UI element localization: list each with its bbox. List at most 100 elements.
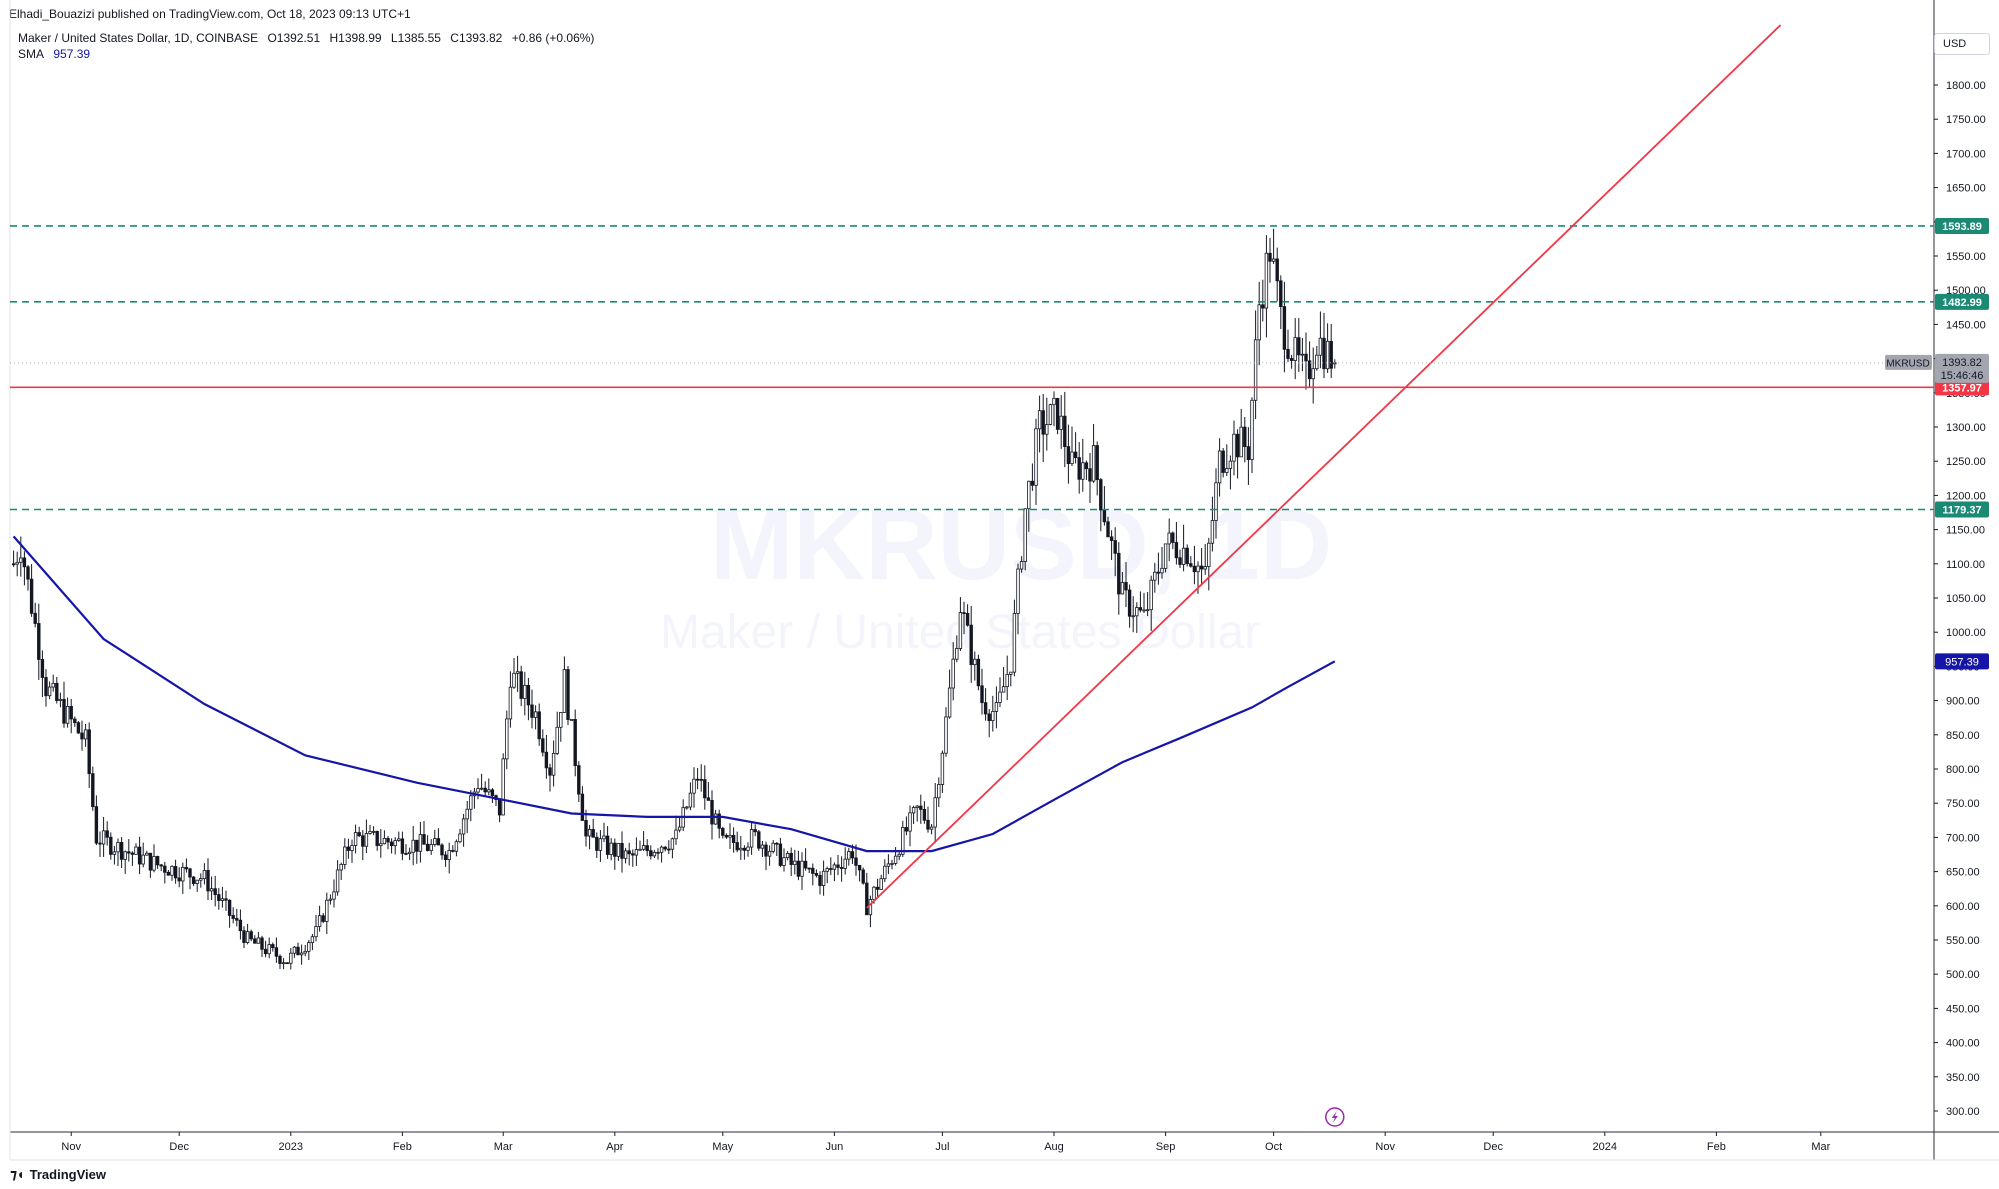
candle-up bbox=[947, 687, 952, 718]
candle-down bbox=[717, 813, 721, 829]
candle-down bbox=[206, 870, 210, 892]
candle-up bbox=[407, 851, 412, 855]
candle-up bbox=[454, 841, 459, 852]
candle-up bbox=[209, 888, 214, 892]
candle-down bbox=[55, 682, 59, 701]
sma-legend[interactable]: SMA 957.39 bbox=[18, 47, 96, 61]
y-tick-label: 800.00 bbox=[1946, 764, 1980, 776]
candle-down bbox=[155, 856, 160, 866]
candle-down bbox=[1174, 542, 1179, 559]
candle-up bbox=[515, 671, 520, 674]
candle-down bbox=[541, 738, 545, 753]
candle-down bbox=[631, 853, 635, 856]
candle-down bbox=[1246, 446, 1251, 460]
candle-down bbox=[37, 623, 41, 660]
candle-up bbox=[1163, 543, 1168, 569]
candle-up bbox=[487, 789, 491, 793]
candle-down bbox=[497, 799, 502, 816]
candle-down bbox=[695, 778, 700, 781]
x-tick-label: Jun bbox=[826, 1141, 844, 1153]
y-tick-label: 1550.00 bbox=[1946, 251, 1986, 263]
candle-up bbox=[116, 841, 120, 853]
candle-down bbox=[1106, 521, 1110, 538]
candle-up bbox=[1181, 547, 1186, 565]
candle-up bbox=[1001, 686, 1006, 693]
candle-down bbox=[548, 767, 552, 776]
candle-up bbox=[609, 842, 613, 855]
candle-up bbox=[897, 853, 901, 857]
candle-up bbox=[1091, 445, 1096, 482]
candle-up bbox=[825, 868, 829, 872]
candle-down bbox=[263, 948, 268, 955]
candle-down bbox=[1117, 552, 1121, 595]
candle-down bbox=[321, 915, 325, 922]
candle-down bbox=[1055, 397, 1060, 430]
candle-up bbox=[767, 850, 772, 857]
candle-down bbox=[1289, 358, 1294, 361]
candle-up bbox=[1120, 582, 1125, 595]
candle-down bbox=[400, 838, 405, 854]
sma-tag bbox=[1935, 653, 1989, 670]
candle-up bbox=[944, 716, 948, 754]
event-lightning-icon[interactable] bbox=[1325, 1107, 1345, 1127]
candle-down bbox=[242, 930, 246, 943]
currency-selector[interactable]: USD bbox=[1934, 33, 1990, 55]
candle-down bbox=[803, 860, 808, 869]
candle-up bbox=[353, 832, 358, 846]
level-tag-label: 1593.89 bbox=[1942, 221, 1982, 233]
candle-up bbox=[310, 936, 315, 944]
candle-down bbox=[1178, 557, 1182, 565]
x-tick-label: Sep bbox=[1156, 1141, 1176, 1153]
candle-up bbox=[1048, 404, 1053, 425]
candle-down bbox=[649, 850, 653, 857]
candle-up bbox=[1059, 415, 1063, 430]
candle-down bbox=[296, 946, 300, 956]
candle-up bbox=[652, 851, 657, 857]
candle-up bbox=[328, 898, 333, 901]
candle-down bbox=[962, 612, 966, 614]
candle-down bbox=[490, 789, 495, 797]
candle-down bbox=[1243, 426, 1247, 448]
candle-down bbox=[130, 852, 135, 855]
candle-down bbox=[1304, 353, 1308, 362]
candle-down bbox=[98, 842, 102, 845]
candle-up bbox=[134, 846, 138, 855]
candle-down bbox=[1185, 547, 1189, 565]
candle-up bbox=[991, 711, 995, 722]
candle-up bbox=[868, 899, 873, 916]
candle-down bbox=[80, 732, 84, 740]
candle-up bbox=[256, 937, 261, 944]
candle-down bbox=[814, 873, 819, 876]
candle-down bbox=[357, 832, 361, 837]
candle-up bbox=[1228, 460, 1233, 469]
candle-up bbox=[782, 857, 786, 866]
candle-down bbox=[271, 944, 275, 949]
candle-up bbox=[350, 845, 354, 851]
candle-up bbox=[659, 846, 664, 853]
candle-down bbox=[742, 847, 747, 851]
tradingview-logo[interactable]: ⁊◖ TradingView bbox=[10, 1166, 106, 1183]
candle-up bbox=[1052, 397, 1056, 406]
candle-down bbox=[965, 613, 970, 626]
candle-down bbox=[1113, 540, 1117, 554]
lightning-bolt-glyph bbox=[1331, 1111, 1338, 1123]
candle-up bbox=[1300, 353, 1305, 356]
x-tick-label: Mar bbox=[494, 1141, 513, 1153]
candle-down bbox=[904, 827, 909, 832]
candle-up bbox=[429, 844, 433, 851]
candle-up bbox=[379, 843, 383, 846]
candle-up bbox=[901, 827, 905, 855]
symbol-legend[interactable]: Maker / United States Dollar, 1D, COINBA… bbox=[18, 31, 600, 45]
candle-down bbox=[451, 849, 455, 852]
candle-up bbox=[281, 962, 286, 965]
y-tick-label: 1250.00 bbox=[1946, 456, 1986, 468]
level-tag bbox=[1935, 501, 1989, 518]
x-tick-label: Nov bbox=[1375, 1141, 1395, 1153]
y-tick-label: 750.00 bbox=[1946, 798, 1980, 810]
candle-down bbox=[173, 866, 178, 879]
candle-down bbox=[976, 658, 981, 687]
candle-down bbox=[1077, 457, 1081, 480]
candle-down bbox=[875, 886, 880, 890]
candle-up bbox=[335, 869, 340, 893]
